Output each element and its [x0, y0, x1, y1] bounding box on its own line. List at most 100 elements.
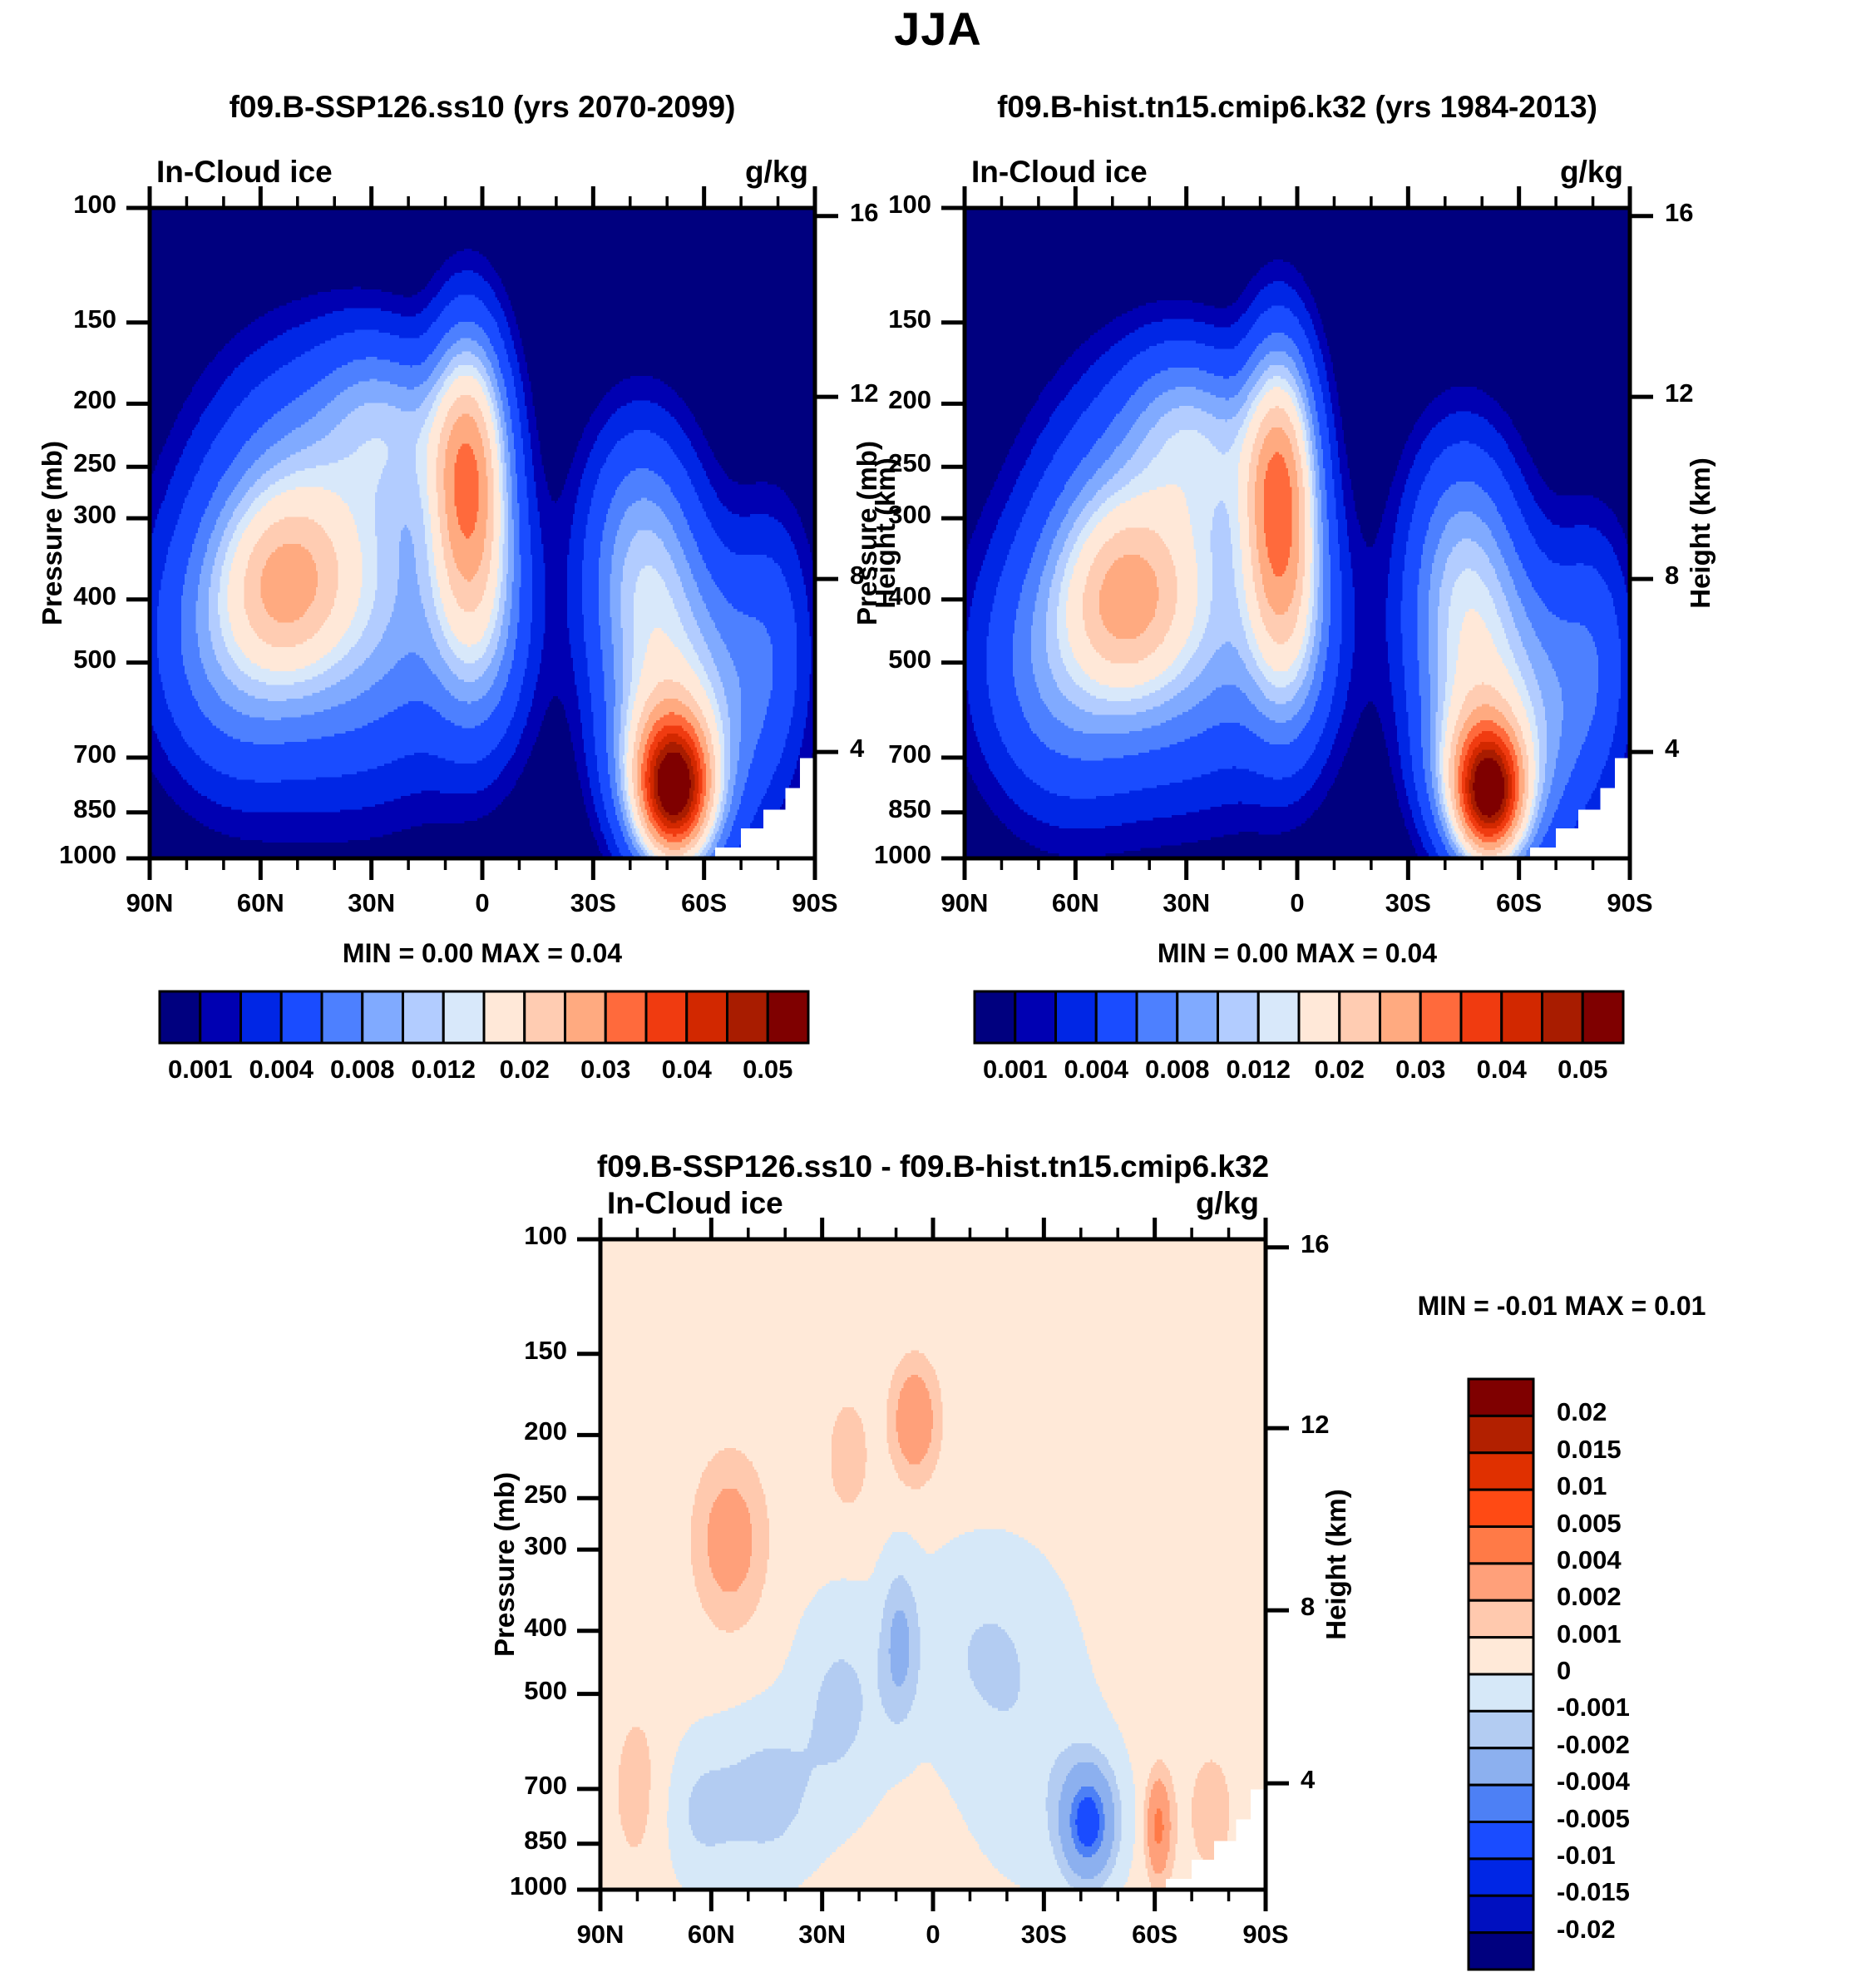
panel-control-xtick-90S: 90S [1607, 888, 1653, 917]
panel-difference-cblabel-1: 0.015 [1557, 1434, 1622, 1464]
panel-difference-cblabel-2: 0.01 [1557, 1471, 1607, 1501]
panel-difference-cblabel-3: 0.005 [1557, 1508, 1622, 1538]
panel-difference-xtick-90N: 90N [576, 1920, 625, 1949]
panel-difference-ylabel-right: Height (km) [1321, 1489, 1351, 1640]
panel-case-htick-4: 4 [850, 734, 865, 764]
panel-difference-units-label: g/kg [1195, 1186, 1259, 1220]
panel-control-xtick-30N: 30N [1163, 888, 1211, 917]
panel-case-ytick-150: 150 [73, 304, 116, 334]
panel-control-htick-16: 16 [1665, 197, 1694, 227]
panel-control-ytick-500: 500 [888, 644, 931, 674]
panel-difference-cblabel-9: -0.002 [1557, 1729, 1630, 1759]
panel-control-ytick-250: 250 [888, 448, 931, 478]
panel-control-htick-12: 12 [1665, 378, 1694, 408]
panel-difference-ytick-400: 400 [524, 1612, 567, 1642]
panel-case-cblabel-6: 0.04 [661, 1055, 712, 1084]
panel-case-minmax: MIN = 0.00 MAX = 0.04 [342, 938, 623, 968]
panel-difference-xtick-60S: 60S [1132, 1920, 1178, 1949]
panel-control-xtick-90N: 90N [940, 888, 989, 917]
panel-control-ytick-1000: 1000 [874, 840, 931, 869]
panel-case-cblabel-7: 0.05 [743, 1055, 793, 1084]
panel-case-ytick-500: 500 [73, 644, 116, 674]
panel-difference-ytick-150: 150 [524, 1335, 567, 1365]
panel-control-ytick-400: 400 [888, 581, 931, 610]
panel-difference-cblabel-5: 0.002 [1557, 1582, 1622, 1612]
panel-case-xtick-60S: 60S [681, 888, 728, 917]
panel-difference-variable-label: In-Cloud ice [607, 1186, 783, 1220]
panel-control-cblabel-0: 0.001 [982, 1055, 1048, 1084]
panel-case-cblabel-4: 0.02 [499, 1055, 550, 1084]
panel-difference-ytick-500: 500 [524, 1675, 567, 1705]
panel-control-title: f09.B-hist.tn15.cmip6.k32 (yrs 1984-2013… [997, 90, 1597, 124]
panel-control-cblabel-4: 0.02 [1314, 1055, 1365, 1084]
panel-difference-cblabel-10: -0.004 [1557, 1767, 1630, 1797]
panel-difference-htick-16: 16 [1301, 1228, 1330, 1258]
panel-case-ytick-700: 700 [73, 739, 116, 769]
panel-case-xtick-90N: 90N [126, 888, 174, 917]
panel-control-htick-8: 8 [1665, 561, 1680, 591]
panel-control-htick-4: 4 [1665, 734, 1680, 764]
panel-control-ylabel-right: Height (km) [1685, 457, 1716, 609]
panel-difference-minmax: MIN = -0.01 MAX = 0.01 [1417, 1291, 1706, 1321]
panel-case-cblabel-1: 0.004 [249, 1055, 314, 1084]
panel-difference-ytick-100: 100 [524, 1221, 567, 1250]
panel-difference-ylabel-left: Pressure (mb) [489, 1472, 520, 1657]
panel-difference-xtick-30N: 30N [798, 1920, 847, 1949]
panel-difference-title: f09.B-SSP126.ss10 - f09.B-hist.tn15.cmip… [596, 1149, 1270, 1184]
panel-difference-htick-12: 12 [1301, 1410, 1330, 1440]
panel-control-cblabel-3: 0.012 [1226, 1055, 1291, 1084]
panel-difference-cblabel-0: 0.02 [1557, 1397, 1607, 1427]
panel-difference-cblabel-6: 0.001 [1557, 1619, 1622, 1648]
main-title: JJA [894, 2, 982, 55]
panel-difference-htick-4: 4 [1301, 1765, 1316, 1795]
panel-difference-xtick-30S: 30S [1020, 1920, 1067, 1949]
panel-control-xtick-30S: 30S [1385, 888, 1431, 917]
panel-control-ytick-100: 100 [888, 190, 931, 219]
panel-case-xtick-30N: 30N [348, 888, 396, 917]
panel-difference-htick-8: 8 [1301, 1592, 1316, 1622]
panel-difference-ytick-300: 300 [524, 1531, 567, 1561]
panel-case-title: f09.B-SSP126.ss10 (yrs 2070-2099) [229, 90, 736, 124]
panel-case-cblabel-3: 0.012 [411, 1055, 476, 1084]
panel-control-ytick-150: 150 [888, 304, 931, 334]
panel-case-units-label: g/kg [744, 155, 808, 189]
panel-difference-ytick-250: 250 [524, 1480, 567, 1510]
panel-control-ytick-700: 700 [888, 739, 931, 769]
panel-case-ytick-250: 250 [73, 448, 116, 478]
panel-case-xtick-0: 0 [475, 888, 490, 917]
panel-case-htick-16: 16 [850, 197, 879, 227]
panel-case-variable-label: In-Cloud ice [156, 155, 333, 189]
panel-difference-cblabel-12: -0.01 [1557, 1840, 1616, 1870]
panel-difference-cblabel-7: 0 [1557, 1656, 1572, 1685]
panel-case-htick-8: 8 [850, 561, 865, 591]
panel-control-variable-label: In-Cloud ice [971, 155, 1148, 189]
panel-case-xtick-30S: 30S [570, 888, 616, 917]
panel-difference-xtick-90S: 90S [1242, 1920, 1289, 1949]
panel-difference-ytick-700: 700 [524, 1770, 567, 1800]
panel-difference-xtick-0: 0 [926, 1920, 940, 1949]
panel-difference-ytick-850: 850 [524, 1825, 567, 1855]
panel-difference-cblabel-4: 0.004 [1557, 1545, 1622, 1574]
panel-difference-cblabel-8: -0.001 [1557, 1693, 1630, 1723]
panel-control-xtick-60S: 60S [1496, 888, 1543, 917]
panel-difference-xtick-60N: 60N [687, 1920, 735, 1949]
panel-difference-cblabel-14: -0.02 [1557, 1914, 1616, 1944]
panel-control-ylabel-left: Pressure (mb) [852, 441, 882, 625]
panel-control-cblabel-6: 0.04 [1476, 1055, 1527, 1084]
panel-case-ytick-1000: 1000 [59, 840, 116, 869]
panel-case-ytick-400: 400 [73, 581, 116, 610]
panel-control-minmax: MIN = 0.00 MAX = 0.04 [1157, 938, 1438, 968]
panel-difference-ytick-1000: 1000 [510, 1871, 567, 1900]
panel-control-xtick-0: 0 [1290, 888, 1305, 917]
panel-case-ylabel-left: Pressure (mb) [37, 441, 67, 625]
panel-control-ytick-850: 850 [888, 793, 931, 823]
panel-control-cblabel-5: 0.03 [1395, 1055, 1446, 1084]
panel-control-cblabel-7: 0.05 [1558, 1055, 1608, 1084]
panel-control-ytick-300: 300 [888, 500, 931, 530]
panel-difference-ytick-200: 200 [524, 1416, 567, 1446]
panel-difference-cblabel-13: -0.015 [1557, 1877, 1630, 1907]
panel-control-ytick-200: 200 [888, 385, 931, 415]
panel-control-xtick-60N: 60N [1051, 888, 1099, 917]
panel-control-cblabel-1: 0.004 [1064, 1055, 1129, 1084]
